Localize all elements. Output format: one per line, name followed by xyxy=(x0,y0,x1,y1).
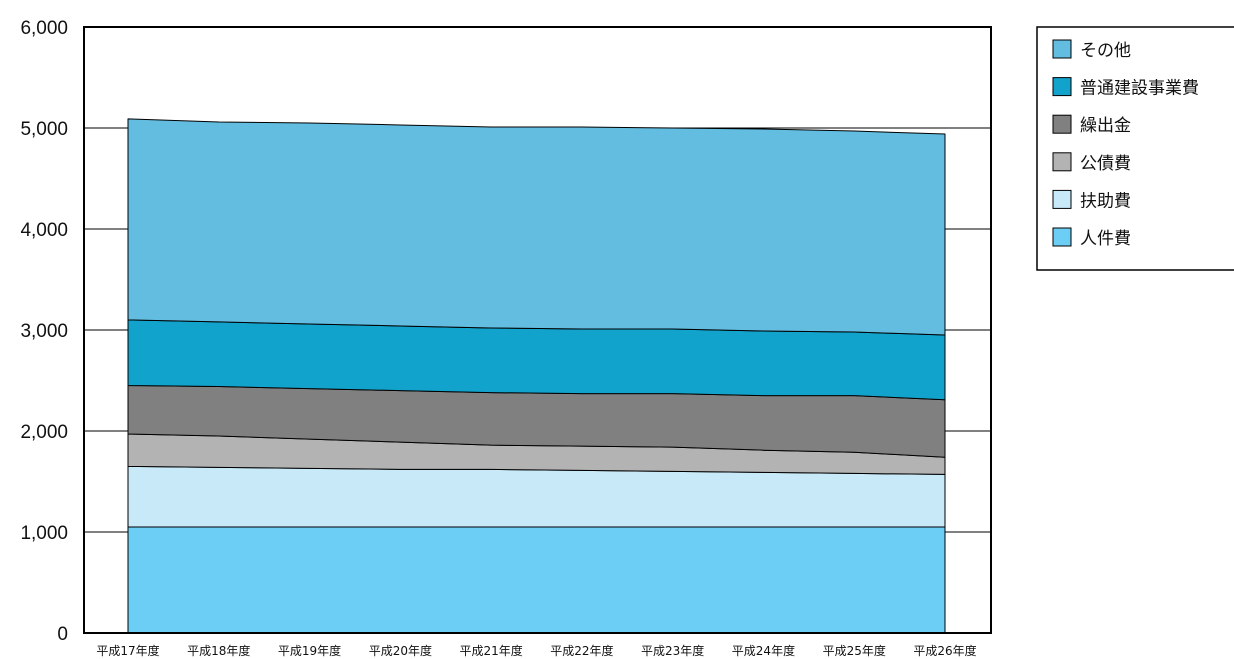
legend-swatch xyxy=(1052,77,1072,97)
y-tick-label: 6,000 xyxy=(20,18,68,39)
x-tick-label: 平成18年度 xyxy=(187,643,250,658)
x-tick-label: 平成20年度 xyxy=(369,643,432,658)
area-series-5 xyxy=(127,118,946,336)
y-tick-label: 0 xyxy=(57,624,68,645)
y-tick-label: 4,000 xyxy=(20,220,68,241)
x-tick-label: 平成26年度 xyxy=(913,643,976,658)
x-tick-label: 平成24年度 xyxy=(732,643,795,658)
legend-label: その他 xyxy=(1080,41,1131,61)
y-tick-label: 5,000 xyxy=(20,119,68,140)
legend-swatch xyxy=(1052,227,1072,247)
x-tick-label: 平成17年度 xyxy=(96,643,159,658)
y-tick-labels: 0 1,000 2,000 3,000 4,000 5,000 6,000 xyxy=(20,18,68,645)
legend-label: 人件費 xyxy=(1080,229,1131,249)
y-tick-label: 2,000 xyxy=(20,422,68,443)
legend-label: 扶助費 xyxy=(1080,191,1131,211)
x-tick-label: 平成22年度 xyxy=(550,643,613,658)
legend-label: 繰出金 xyxy=(1080,116,1131,136)
axes xyxy=(83,26,992,634)
area-series xyxy=(127,118,946,634)
x-tick-label: 平成21年度 xyxy=(459,643,522,658)
legend-label: 公債費 xyxy=(1080,154,1131,174)
legend-swatch xyxy=(1052,114,1072,134)
area-series-0 xyxy=(127,526,946,634)
legend-swatch xyxy=(1052,189,1072,209)
y-tick-label: 3,000 xyxy=(20,321,68,342)
legend-swatch xyxy=(1052,152,1072,172)
legend-swatch xyxy=(1052,39,1072,59)
area-series-1 xyxy=(127,465,946,528)
x-tick-label: 平成25年度 xyxy=(823,643,886,658)
plot-frame xyxy=(83,26,992,634)
legend-label: 普通建設事業費 xyxy=(1080,79,1199,99)
x-tick-label: 平成23年度 xyxy=(641,643,704,658)
y-tick-label: 1,000 xyxy=(20,523,68,544)
x-tick-label: 平成19年度 xyxy=(278,643,341,658)
x-tick-labels: 平成17年度 平成18年度 平成19年度 平成20年度 平成21年度 平成22年度 平成23… xyxy=(96,643,976,658)
